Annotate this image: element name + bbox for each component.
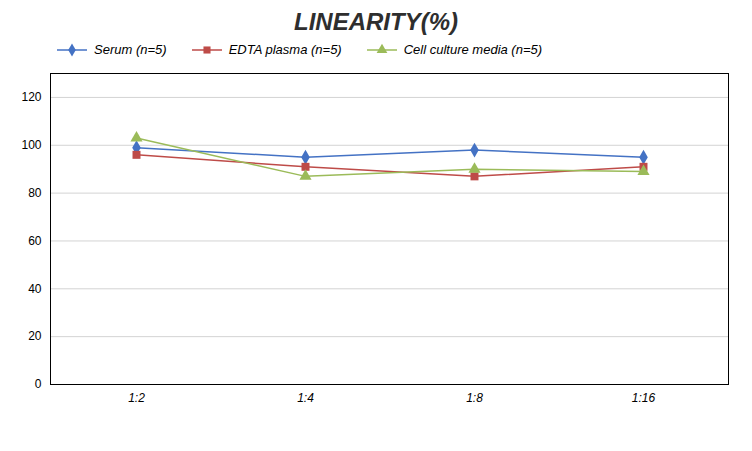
html-text:EDTA plasma (n=5): EDTA plasma (n=5) (228, 42, 342, 57)
html-text:Serum (n=5): Serum (n=5) (94, 42, 167, 57)
svg-text:1:8: 1:8 (466, 391, 483, 405)
svg-text:20: 20 (28, 329, 42, 343)
svg-text:1:4: 1:4 (297, 391, 314, 405)
svg-text:120: 120 (21, 90, 41, 104)
html-text:LINEARITY(%): LINEARITY(%) (294, 8, 458, 35)
svg-text:60: 60 (28, 234, 42, 248)
svg-text:80: 80 (28, 186, 42, 200)
svg-text:40: 40 (28, 282, 42, 296)
svg-text:1:2: 1:2 (128, 391, 145, 405)
svg-text:1:16: 1:16 (632, 391, 656, 405)
html-text:Cell culture media (n=5): Cell culture media (n=5) (403, 42, 543, 57)
svg-text:100: 100 (21, 138, 41, 152)
svg-text:0: 0 (35, 377, 42, 391)
